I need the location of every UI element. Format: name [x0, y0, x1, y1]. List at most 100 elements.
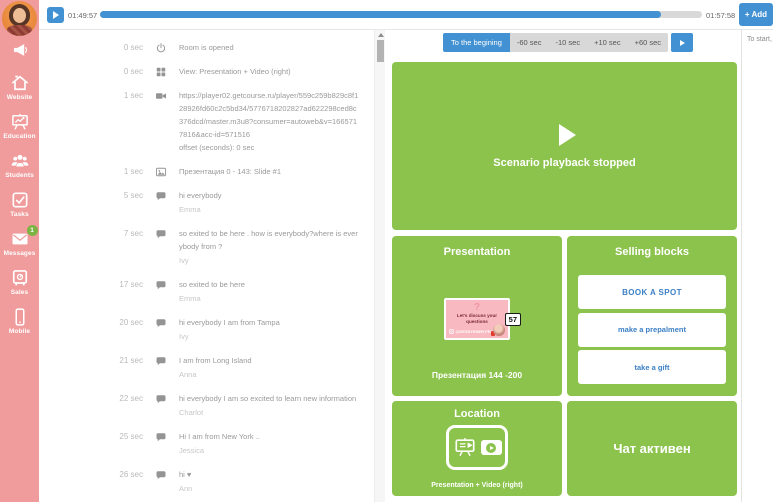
mobile-icon: [10, 307, 30, 327]
sidebar-icon-wrap: [10, 73, 30, 93]
safe-icon: [10, 268, 30, 288]
sidebar-item-messages[interactable]: 1 Messages: [0, 225, 39, 257]
list-scrollbar[interactable]: [374, 30, 385, 502]
slide-question-mark: ?: [473, 302, 481, 313]
power-icon: [155, 42, 167, 54]
help-note: To start,: [747, 36, 772, 43]
playback-topbar: 01:49:57 01:57:58 + Add: [39, 0, 773, 30]
grid-icon: [155, 66, 167, 78]
event-time: 26 sec: [119, 469, 143, 479]
controls-play-button[interactable]: [671, 33, 694, 52]
scenario-area: To the begining -60 sec -10 sec +10 sec +60…: [385, 30, 741, 502]
sidebar-item-education[interactable]: Education: [0, 112, 39, 140]
chat-icon: [155, 317, 167, 329]
layout-preview[interactable]: [446, 425, 508, 470]
sidebar-item-students[interactable]: Students: [0, 151, 39, 179]
event-icon-col: [143, 468, 179, 495]
event-icon-col: [143, 316, 179, 343]
announcements-button[interactable]: [10, 40, 30, 60]
progress-bar[interactable]: [100, 11, 702, 18]
students-icon: [10, 151, 30, 171]
event-text: I am from Long Island: [179, 355, 252, 365]
event-text: hi everybody I am so excited to learn ne…: [179, 393, 357, 403]
sidebar-item-label: Students: [5, 172, 34, 179]
sidebar-item-mobile[interactable]: Mobile: [0, 307, 39, 335]
skip-button[interactable]: +60 sec: [634, 38, 662, 47]
event-content: hi everybody I am from Tampa Ivy: [179, 316, 374, 343]
scrollbar-thumb[interactable]: [377, 40, 384, 62]
slide-handle-row: @DESSYENER.PRO: [449, 329, 494, 334]
event-icon-col: [143, 430, 179, 457]
event-text: hi everybody I am from Tampa: [179, 317, 280, 327]
selling-buttons: BOOK A SPOT make a prepalment take a gift: [578, 275, 726, 384]
sidebar-nav: Website Education Students Tasks 1 Messages Sa…: [0, 40, 39, 346]
playback-status-panel[interactable]: Scenario playback stopped: [392, 62, 737, 230]
skip-button[interactable]: -60 sec: [516, 38, 542, 47]
sidebar-item-label: Education: [3, 133, 36, 140]
event-row[interactable]: 1 sec https://player02.getcourse.ru/playe…: [39, 83, 374, 159]
event-row[interactable]: 20 sec hi everybody I am from Tampa Ivy: [39, 310, 374, 348]
event-content: Room is opened: [179, 41, 374, 54]
event-row[interactable]: 0 sec View: Presentation + Video (right): [39, 59, 374, 83]
envelope-icon: [10, 229, 30, 249]
event-list: 0 sec Room is opened 0 sec View: Presentati…: [39, 30, 374, 502]
total-time: 01:57:58: [706, 11, 736, 20]
chat-icon: [155, 393, 167, 405]
play-button[interactable]: [47, 7, 64, 23]
skip-buttons: -60 sec -10 sec +10 sec +60 sec: [509, 33, 669, 52]
event-time: 1 sec: [123, 90, 143, 100]
sidebar-item-tasks[interactable]: Tasks: [0, 190, 39, 218]
sidebar-item-label: Website: [6, 94, 33, 101]
sidebar-item-label: Messages: [3, 250, 36, 257]
selling-button[interactable]: take a gift: [578, 350, 726, 384]
current-time: 01:49:57: [68, 11, 98, 20]
selling-button[interactable]: make a prepalment: [578, 312, 726, 347]
event-row[interactable]: 21 sec I am from Long Island Anna: [39, 348, 374, 386]
event-row[interactable]: 1 sec Презентация 0 - 143: Slide #1: [39, 159, 374, 183]
avatar-shirt: [7, 25, 32, 36]
scroll-up-icon[interactable]: [378, 33, 384, 37]
sidebar-item-sales[interactable]: Sales: [0, 268, 39, 296]
event-time: 0 sec: [123, 42, 143, 52]
event-row[interactable]: 0 sec Room is opened: [39, 35, 374, 59]
video-icon: [480, 440, 502, 455]
event-row[interactable]: 5 sec hi everybody Emma: [39, 183, 374, 221]
event-author: Ivy: [179, 331, 189, 341]
skip-button[interactable]: +10 sec: [594, 38, 621, 47]
sidebar-item-website[interactable]: Website: [0, 73, 39, 101]
selling-blocks-panel: Selling blocks BOOK A SPOT make a prepalm…: [567, 236, 737, 396]
event-text: Hi I am from New York ..: [179, 431, 260, 441]
slide-thumbnail[interactable]: ? Let's discuss your questions @DESSYENE…: [444, 298, 521, 340]
event-row[interactable]: 26 sec hi ♥ Ann: [39, 462, 374, 500]
event-icon-col: [143, 189, 179, 216]
event-text: hi ♥: [179, 469, 192, 479]
event-time: 20 sec: [119, 317, 143, 327]
sidebar-icon-wrap: [10, 151, 30, 171]
to-beginning-button[interactable]: To the begining: [443, 33, 510, 52]
playback-status-text: Scenario playback stopped: [493, 156, 636, 169]
event-icon-col: [143, 65, 179, 78]
event-row[interactable]: 7 sec so exited to be here . how is every…: [39, 221, 374, 272]
event-time: 7 sec: [123, 228, 143, 238]
sidebar-icon-wrap: [10, 190, 30, 210]
user-avatar[interactable]: [2, 1, 37, 36]
chat-icon: [155, 469, 167, 481]
location-caption: Presentation + Video (right): [431, 482, 523, 489]
event-content: Hi I am from New York .. Jessica: [179, 430, 374, 457]
event-content: so exited to be here . how is everybody?…: [179, 227, 374, 267]
event-row[interactable]: 22 sec hi everybody I am so excited to le…: [39, 386, 374, 424]
skip-button[interactable]: -10 sec: [555, 38, 581, 47]
add-button[interactable]: + Add: [738, 3, 773, 26]
camera-icon: [155, 90, 167, 102]
chat-status-panel[interactable]: Чат активен: [567, 401, 737, 496]
sidebar-item-label: Tasks: [10, 211, 29, 218]
sidebar-icon-wrap: [10, 268, 30, 288]
selling-button[interactable]: BOOK A SPOT: [578, 275, 726, 309]
event-author: Emma: [179, 293, 201, 303]
event-text: https://player02.getcourse.ru/player/559…: [179, 90, 359, 139]
event-row[interactable]: 17 sec so exited to be here Emma: [39, 272, 374, 310]
instagram-icon: [449, 329, 454, 334]
event-extra-text: offset (seconds): 0 sec: [179, 142, 255, 152]
event-row[interactable]: 25 sec Hi I am from New York .. Jessica: [39, 424, 374, 462]
